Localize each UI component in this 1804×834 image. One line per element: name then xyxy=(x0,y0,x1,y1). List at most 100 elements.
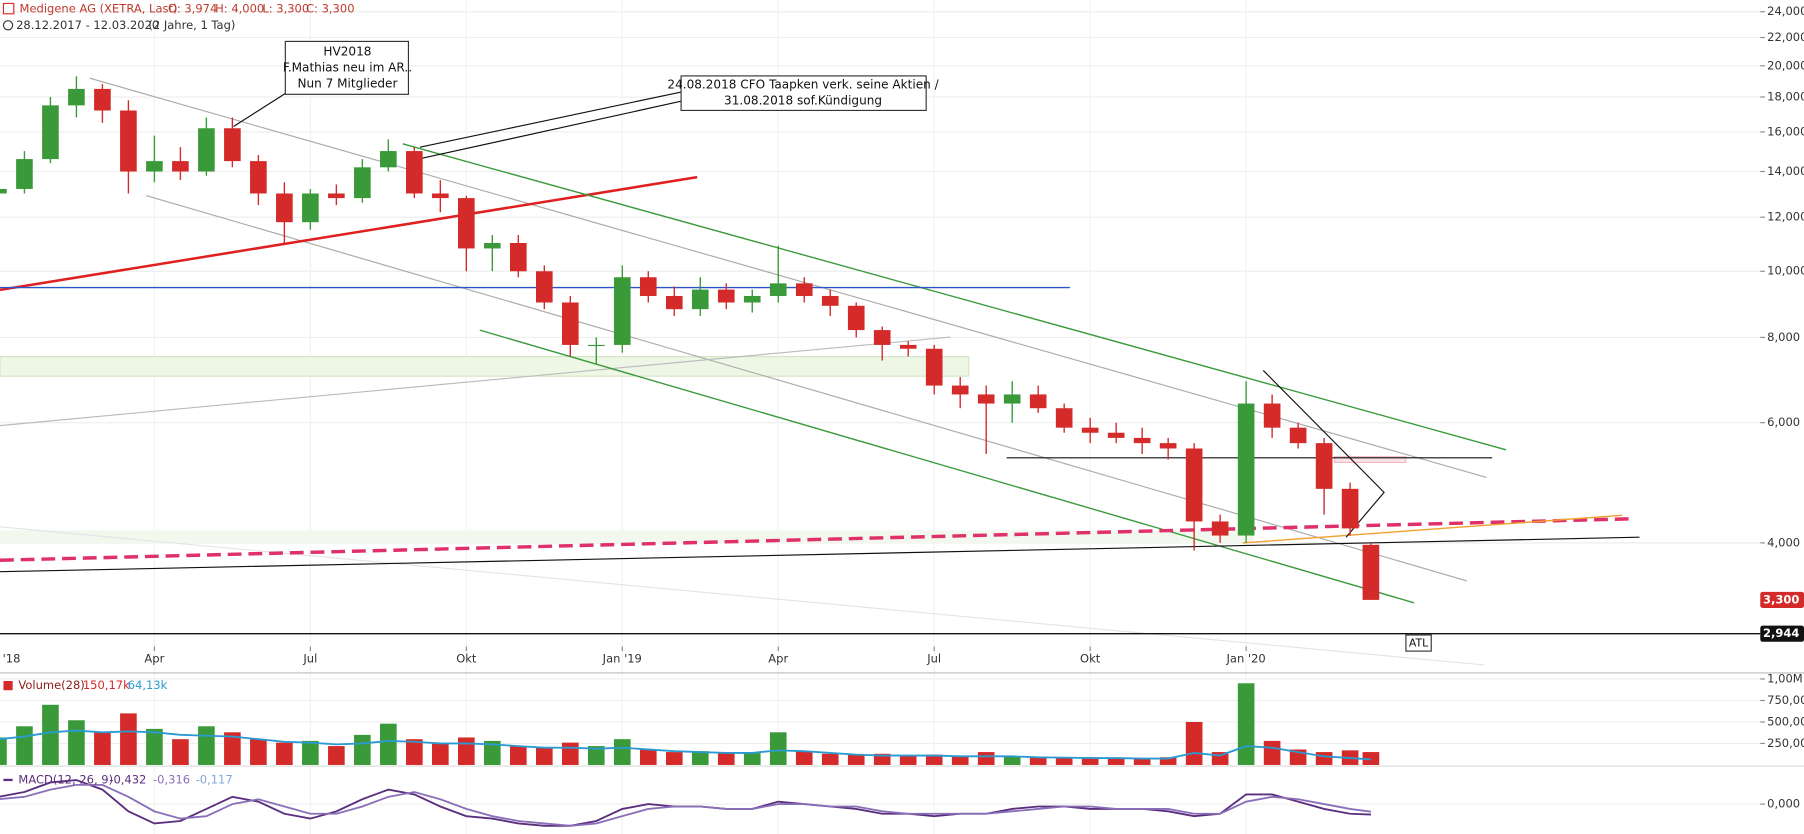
legend-icon xyxy=(3,681,13,691)
candle-body xyxy=(406,151,423,194)
candle-body xyxy=(302,193,319,223)
volume-bar xyxy=(951,756,969,765)
zone xyxy=(1334,456,1407,464)
volume-bar xyxy=(717,752,735,765)
volume-bar xyxy=(821,753,839,765)
price-label-box xyxy=(1760,625,1804,642)
candle-body xyxy=(354,167,371,199)
volume-bar xyxy=(250,739,267,765)
trend-line xyxy=(0,517,1632,562)
y-tick-label: 22,000 xyxy=(1767,30,1804,44)
candle-body xyxy=(1159,443,1177,449)
annotation-text: 31.08.2018 sof.Kündigung xyxy=(724,94,882,108)
candle-body xyxy=(587,344,605,347)
volume-bar xyxy=(509,746,527,765)
x-tick-label: Jan '19 xyxy=(602,652,642,666)
price-label: 2,944 xyxy=(1763,626,1799,640)
trend-line xyxy=(479,329,1415,604)
candle-body xyxy=(94,88,111,111)
x-tick-label: Jul xyxy=(926,652,941,666)
ohlc-value: L: 3,300 xyxy=(262,2,309,16)
zone xyxy=(0,530,1255,543)
logo-icon xyxy=(2,2,15,15)
volume-bar xyxy=(1081,757,1099,765)
volume-bar xyxy=(380,723,397,765)
legend-name: MACD(12, 26, 9) xyxy=(18,772,113,786)
volume-bar xyxy=(16,726,33,765)
candle-body xyxy=(458,198,475,249)
candle-body xyxy=(432,193,449,199)
candle-body xyxy=(873,330,891,345)
trend-line xyxy=(0,526,1485,666)
volume-bar xyxy=(1185,721,1203,765)
y-tick-label: 1,00M xyxy=(1767,671,1803,685)
candle-body xyxy=(509,243,527,272)
volume-bar xyxy=(1237,683,1255,765)
legend-value: 150,17k xyxy=(83,678,130,692)
x-tick-label: Apr xyxy=(768,652,788,666)
series-line xyxy=(0,729,1372,761)
volume-bar xyxy=(665,752,683,765)
volume-bar xyxy=(224,732,241,765)
candle-body xyxy=(717,289,735,303)
volume-bar xyxy=(328,746,345,765)
candle-body xyxy=(821,295,839,306)
trend-line xyxy=(0,536,1640,573)
candle-body xyxy=(198,128,215,172)
clock-icon xyxy=(2,20,14,31)
candle-body xyxy=(561,302,579,345)
candle-body xyxy=(380,151,397,168)
candle-body xyxy=(68,88,85,106)
y-tick-label: 10,000 xyxy=(1767,264,1804,278)
y-tick-label: 20,000 xyxy=(1767,58,1804,72)
volume-bar xyxy=(276,742,293,765)
volume-bar xyxy=(120,713,137,765)
candle-body xyxy=(0,188,7,194)
x-tick-label: Jul xyxy=(302,652,317,666)
leader-line xyxy=(419,91,682,148)
candle-body xyxy=(146,161,163,172)
x-tick-label: '18 xyxy=(3,652,21,666)
price-label: 3,300 xyxy=(1763,592,1799,606)
y-tick-label: 18,000 xyxy=(1767,90,1804,104)
y-tick-label: 12,000 xyxy=(1767,210,1804,224)
candle-body xyxy=(1211,521,1229,536)
candle-body xyxy=(769,283,787,296)
trend-line xyxy=(402,143,1507,451)
candle-body xyxy=(1341,488,1359,529)
volume-bar xyxy=(1029,757,1047,765)
volume-bar xyxy=(146,728,163,765)
y-tick-label: 6,000 xyxy=(1767,415,1800,429)
volume-bar xyxy=(769,732,787,765)
annotation-text: ATL xyxy=(1409,637,1429,650)
volume-bar xyxy=(1362,752,1380,765)
candle-body xyxy=(899,344,917,349)
candle-body xyxy=(250,161,267,194)
candle-body xyxy=(224,128,241,162)
volume-bar xyxy=(198,726,215,765)
y-tick-label: 24,000 xyxy=(1767,4,1804,18)
candle-body xyxy=(120,110,137,172)
volume-bar xyxy=(432,743,449,765)
annotation-text: F.Mathias neu im AR.. xyxy=(283,60,412,74)
candle-body xyxy=(328,193,345,199)
candle-body xyxy=(276,193,293,223)
period: (2 Jahre, 1 Tag) xyxy=(148,18,235,32)
zone xyxy=(0,356,970,377)
candle-body xyxy=(1081,427,1099,433)
candle-body xyxy=(483,243,501,249)
volume-bar xyxy=(925,754,943,765)
candle-body xyxy=(925,348,943,386)
y-tick-label: 14,000 xyxy=(1767,164,1804,178)
volume-bar xyxy=(483,740,501,765)
volume-bar xyxy=(587,746,605,765)
instrument-title: Medigene AG (XETRA, Last) xyxy=(20,2,178,16)
trend-line xyxy=(1242,514,1623,544)
candle-body xyxy=(1289,427,1307,444)
volume-bar xyxy=(795,751,813,765)
volume-bar xyxy=(94,732,111,765)
ohlc-value: O: 3,974 xyxy=(168,2,217,16)
ohlc-value: C: 3,300 xyxy=(306,2,354,16)
candle-body xyxy=(1185,448,1203,522)
